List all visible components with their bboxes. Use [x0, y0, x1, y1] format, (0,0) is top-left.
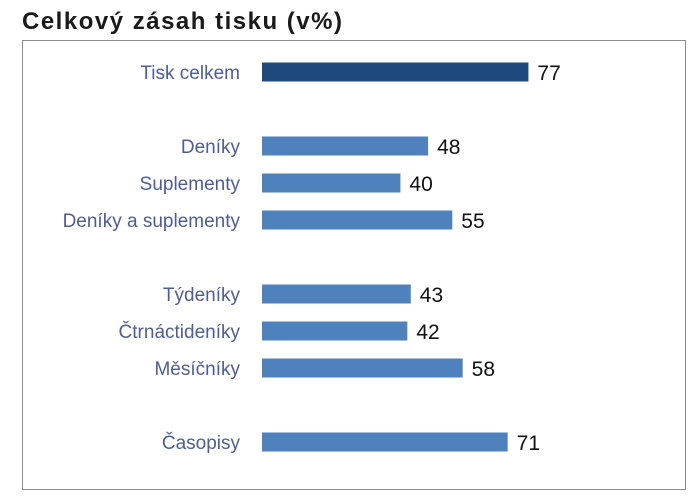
category-label-ctrnactideniky: Čtrnáctideníky: [119, 321, 241, 343]
chart-frame: [22, 40, 686, 490]
value-label-tydeniky: 43: [420, 284, 443, 307]
category-label-mesicniky: Měsíčníky: [154, 359, 240, 380]
category-label-deniky: Deníky: [181, 137, 241, 158]
bar-deniky: [262, 136, 429, 156]
chart-title: Celkový zásah tisku (v%): [22, 8, 344, 35]
value-label-deniky-a-suplementy: 55: [461, 210, 484, 233]
value-label-ctrnactideniky: 42: [416, 321, 439, 344]
category-label-deniky-a-suplementy: Deníky a suplementy: [63, 211, 241, 232]
value-label-deniky: 48: [437, 136, 460, 159]
value-label-tisk-celkem: 77: [537, 62, 560, 85]
bar-suplementy: [262, 173, 401, 193]
value-label-casopisy: 71: [517, 432, 540, 455]
bar-tisk-celkem: [262, 62, 529, 82]
bar-mesicniky: [262, 358, 463, 378]
category-label-casopisy: Časopisy: [162, 432, 241, 454]
bar-tydeniky: [262, 284, 411, 304]
bar-ctrnactideniky: [262, 321, 408, 341]
bar-casopisy: [262, 432, 508, 452]
value-label-suplementy: 40: [409, 173, 432, 196]
category-label-suplementy: Suplementy: [140, 174, 241, 195]
category-label-tisk-celkem: Tisk celkem: [140, 63, 240, 84]
bar-deniky-a-suplementy: [262, 210, 453, 230]
value-label-mesicniky: 58: [472, 358, 495, 381]
category-label-tydeniky: Týdeníky: [163, 285, 241, 306]
